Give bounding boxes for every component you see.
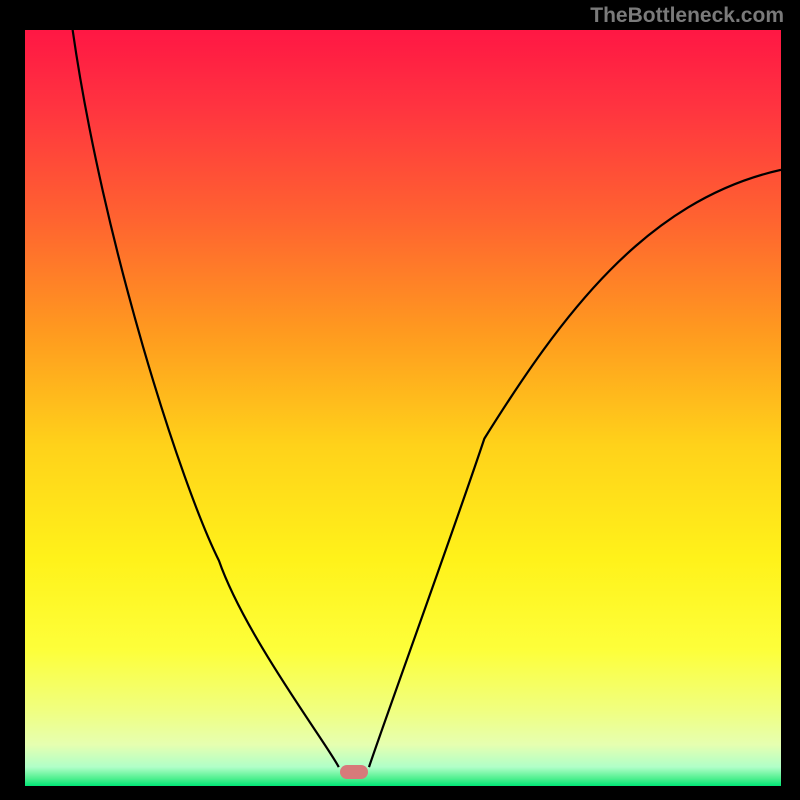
curve-layer [25, 30, 781, 786]
watermark: TheBottleneck.com [590, 4, 784, 28]
watermark-text: TheBottleneck.com [590, 4, 784, 27]
plot-area [25, 30, 781, 786]
bottleneck-curve [73, 30, 781, 767]
minimum-marker [340, 765, 368, 779]
